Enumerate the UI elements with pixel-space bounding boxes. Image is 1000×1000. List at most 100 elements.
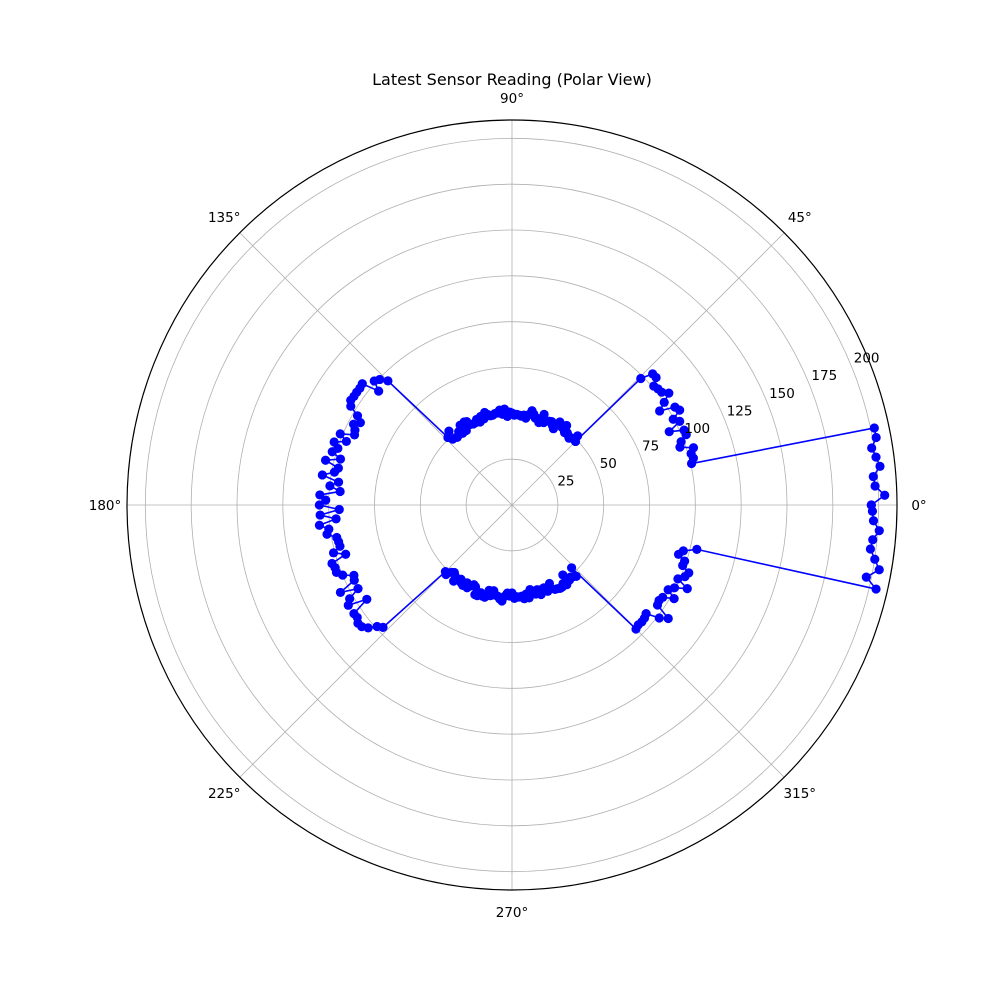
radial-tick-label: 100 bbox=[684, 421, 710, 437]
radial-tick-label: 75 bbox=[642, 438, 659, 454]
data-point bbox=[664, 388, 674, 398]
data-point bbox=[871, 432, 881, 443]
data-point bbox=[679, 425, 689, 435]
data-point bbox=[655, 406, 665, 416]
polar-grid bbox=[127, 120, 897, 890]
data-point bbox=[866, 500, 876, 510]
radial-tick-label: 200 bbox=[854, 351, 880, 367]
data-point bbox=[329, 467, 340, 477]
data-point bbox=[343, 600, 353, 610]
data-point bbox=[322, 529, 332, 539]
data-point bbox=[659, 397, 669, 407]
data-point bbox=[871, 452, 881, 462]
data-point bbox=[678, 546, 688, 556]
data-point bbox=[335, 486, 345, 497]
data-point bbox=[558, 570, 568, 580]
angle-tick-labels: 0° 45° 90° 135° 180° 225° 270° 315° bbox=[89, 91, 927, 921]
data-point bbox=[664, 427, 674, 437]
radial-tick-label: 125 bbox=[727, 403, 753, 419]
data-point bbox=[346, 401, 356, 411]
data-point bbox=[341, 549, 351, 559]
angular-grid-line bbox=[239, 232, 513, 506]
data-point bbox=[555, 417, 565, 427]
data-point bbox=[314, 500, 324, 510]
data-point bbox=[684, 568, 694, 578]
data-point bbox=[680, 556, 690, 566]
data-point bbox=[369, 376, 379, 386]
data-point bbox=[321, 495, 331, 505]
data-point bbox=[338, 570, 348, 580]
data-point bbox=[327, 447, 337, 457]
data-point bbox=[868, 535, 878, 545]
data-point bbox=[871, 584, 881, 594]
data-point bbox=[571, 571, 581, 581]
data-point bbox=[682, 584, 692, 594]
data-point bbox=[673, 574, 683, 584]
data-point bbox=[328, 548, 339, 558]
data-point bbox=[470, 582, 481, 592]
data-point bbox=[335, 429, 345, 439]
data-point bbox=[333, 477, 344, 487]
data-point bbox=[335, 541, 345, 551]
data-point bbox=[443, 432, 453, 443]
radial-tick-label: 175 bbox=[811, 368, 837, 384]
data-point bbox=[325, 481, 335, 491]
data-point bbox=[636, 373, 646, 384]
data-point bbox=[676, 437, 686, 447]
angular-grid-line bbox=[511, 232, 785, 506]
data-point bbox=[335, 454, 346, 464]
data-point bbox=[331, 514, 341, 524]
radial-tick-labels: 25 50 75 100 125 150 175 200 bbox=[557, 351, 879, 490]
data-point bbox=[663, 613, 673, 624]
data-point bbox=[363, 623, 373, 633]
data-point bbox=[865, 544, 876, 554]
data-point bbox=[869, 423, 879, 433]
data-point bbox=[334, 504, 344, 515]
data-point bbox=[641, 608, 651, 619]
data-point bbox=[341, 436, 351, 447]
data-point bbox=[566, 563, 577, 573]
data-point bbox=[315, 490, 325, 500]
angular-grid-line bbox=[511, 504, 785, 778]
data-point bbox=[861, 572, 871, 582]
data-point bbox=[692, 544, 702, 554]
data-point bbox=[874, 526, 884, 536]
data-point bbox=[654, 613, 664, 623]
data-point bbox=[868, 471, 878, 482]
angle-tick-label: 180° bbox=[89, 498, 122, 514]
data-point bbox=[544, 578, 555, 589]
data-point bbox=[320, 455, 331, 465]
radial-tick-label: 25 bbox=[557, 473, 574, 489]
data-point bbox=[314, 520, 325, 530]
data-point bbox=[875, 461, 885, 471]
data-point bbox=[649, 381, 659, 391]
data-point bbox=[362, 594, 372, 604]
data-point bbox=[867, 443, 877, 453]
data-point bbox=[880, 490, 890, 500]
data-point bbox=[870, 481, 880, 491]
data-point bbox=[648, 369, 658, 379]
data-point bbox=[868, 516, 879, 526]
angle-tick-label: 270° bbox=[496, 905, 529, 921]
angle-tick-label: 0° bbox=[911, 498, 926, 514]
data-point bbox=[670, 402, 680, 412]
radial-tick-label: 50 bbox=[600, 456, 617, 472]
data-point bbox=[349, 575, 359, 585]
data-point bbox=[335, 587, 346, 598]
angle-tick-label: 225° bbox=[208, 786, 241, 802]
data-point bbox=[383, 376, 393, 386]
angle-tick-label: 90° bbox=[500, 91, 524, 107]
data-point bbox=[378, 622, 388, 632]
data-point bbox=[353, 584, 363, 594]
data-point bbox=[870, 554, 880, 564]
angle-tick-label: 45° bbox=[788, 210, 812, 226]
data-point bbox=[315, 510, 325, 520]
data-point bbox=[669, 583, 680, 593]
chart-title: Latest Sensor Reading (Polar View) bbox=[372, 70, 652, 89]
radial-tick-label: 150 bbox=[769, 386, 795, 402]
data-point bbox=[668, 414, 678, 424]
angular-grid-line bbox=[239, 504, 513, 778]
data-point bbox=[317, 470, 327, 480]
data-point bbox=[374, 386, 384, 396]
